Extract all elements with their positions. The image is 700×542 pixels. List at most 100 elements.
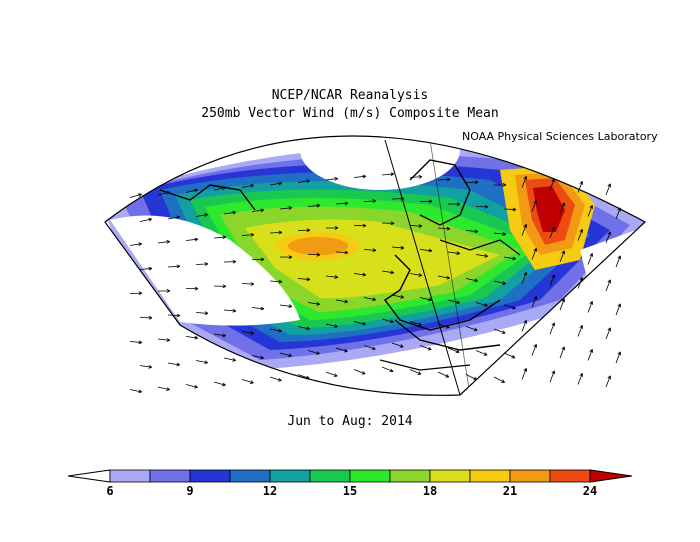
credit-label: NOAA Physical Sciences Laboratory (462, 130, 658, 143)
wind-vector-arrow (269, 279, 283, 284)
wind-vector-arrow (521, 272, 528, 284)
wind-vector-arrow (559, 298, 566, 311)
wind-vector-arrow (605, 327, 612, 340)
wind-vector-arrow (447, 202, 461, 206)
wind-vector-arrow (363, 345, 376, 351)
wind-vector-arrow (475, 204, 489, 209)
wind-vector-arrow (213, 381, 226, 387)
wind-vector-arrow (437, 177, 451, 182)
wind-vector-arrow (157, 289, 171, 293)
colorbar: 6 9 12 15 18 21 24 (67, 469, 633, 498)
wind-vector-arrow (167, 215, 181, 220)
wind-vector-arrow (129, 340, 143, 345)
wind-vector-arrow (213, 333, 227, 338)
wind-vector-arrow (251, 257, 265, 262)
wind-vector-arrow (269, 376, 282, 382)
wind-vector-arrow (493, 376, 506, 383)
wind-vector-arrow (559, 250, 566, 263)
wind-vector-arrow (335, 299, 349, 304)
wind-vector-arrow (587, 253, 594, 265)
wind-vector-arrow (475, 350, 488, 356)
wind-vector-arrow (353, 272, 367, 277)
colorbar-tick-label: 15 (343, 484, 357, 498)
wind-vector-arrow (531, 200, 538, 212)
wind-vector-arrow (185, 384, 198, 389)
wind-vector-arrow (419, 297, 432, 302)
wind-vector-arrow (391, 294, 404, 299)
wind-vector-arrow (605, 375, 612, 388)
wind-vector-arrow (251, 306, 265, 311)
wind-vector-arrow (167, 264, 181, 269)
wind-vector-arrow (185, 335, 199, 340)
colorbar-tick-label: 24 (583, 484, 597, 498)
colorbar-bin (109, 469, 151, 483)
wind-vector-arrow (493, 328, 506, 334)
wind-vector-arrow (129, 389, 142, 394)
wind-vector-arrow (297, 277, 311, 282)
wind-vector-arrow (559, 346, 566, 359)
wind-vector-arrow (297, 228, 311, 233)
wind-vector-arrow (437, 275, 451, 280)
wind-vector-arrow (475, 253, 489, 258)
wind-vector-arrow (409, 273, 423, 277)
wind-vector-arrow (325, 226, 339, 230)
wind-vector-arrow (493, 183, 507, 187)
colorbar-bin (149, 469, 191, 483)
wind-vector-arrow (381, 318, 394, 324)
wind-vector-arrow (195, 213, 209, 217)
wind-vector-arrow (279, 352, 292, 358)
wind-vector-arrow (587, 349, 594, 361)
wind-vector-arrow (447, 251, 461, 256)
wind-vector-arrow (195, 360, 209, 365)
wind-vector-arrow (139, 217, 152, 222)
colorbar-tick-label: 18 (423, 484, 437, 498)
wind-vector-arrow (185, 286, 199, 291)
wind-vector-arrow (577, 373, 584, 385)
colorbar-bin (229, 469, 271, 483)
wind-vector-arrow (325, 371, 338, 377)
wind-vector-arrow (297, 179, 311, 184)
wind-vector-arrow (409, 224, 423, 228)
wind-vector-arrow (307, 350, 320, 355)
wind-vector-arrow (409, 369, 422, 375)
wind-vector-arrow (531, 344, 538, 356)
wind-vectors (129, 172, 622, 394)
wind-vector-arrow (325, 323, 338, 328)
wind-vector-arrow (353, 174, 367, 179)
map-title: NCEP/NCAR Reanalysis (271, 88, 429, 103)
wind-vector-arrow (531, 296, 538, 308)
wind-vector-arrow (157, 239, 171, 244)
wind-vector-arrow (241, 183, 255, 188)
wind-vector-arrow (447, 347, 460, 354)
wind-vector-arrow (465, 229, 479, 234)
wind-vector-arrow (251, 208, 265, 213)
wind-vector-arrow (129, 242, 143, 247)
wind-vector-arrow (279, 304, 293, 309)
wind-vector-arrow (223, 210, 237, 215)
wind-vector-arrow (325, 176, 339, 181)
wind-vector-arrow (213, 235, 227, 240)
wind-vector-arrow (157, 386, 170, 391)
wind-vector-arrow (363, 297, 377, 302)
wind-vector-arrow (381, 221, 395, 226)
wind-vector-arrow (307, 203, 321, 208)
wind-vector-arrow (185, 188, 198, 193)
wind-vector-arrow (419, 248, 433, 253)
wind-vector-arrow (437, 226, 451, 231)
wind-vector-arrow (549, 370, 556, 383)
wind-vector-arrow (465, 326, 478, 332)
wind-vector-arrow (241, 232, 255, 237)
wind-vector-arrow (223, 259, 237, 264)
wind-vector-arrow (419, 345, 432, 351)
wind-vector-arrow (605, 231, 612, 244)
wind-vector-arrow (493, 232, 507, 236)
wind-vector-arrow (465, 180, 479, 185)
wind-vector-arrow (353, 369, 366, 375)
wind-vector-arrow (335, 347, 348, 353)
wind-vector-arrow (615, 255, 622, 268)
colorbar-bin (349, 469, 391, 483)
wind-vector-arrow (577, 181, 584, 193)
wind-vector-arrow (297, 326, 310, 331)
wind-vector-arrow (335, 250, 349, 255)
wind-vector-arrow (577, 325, 584, 337)
